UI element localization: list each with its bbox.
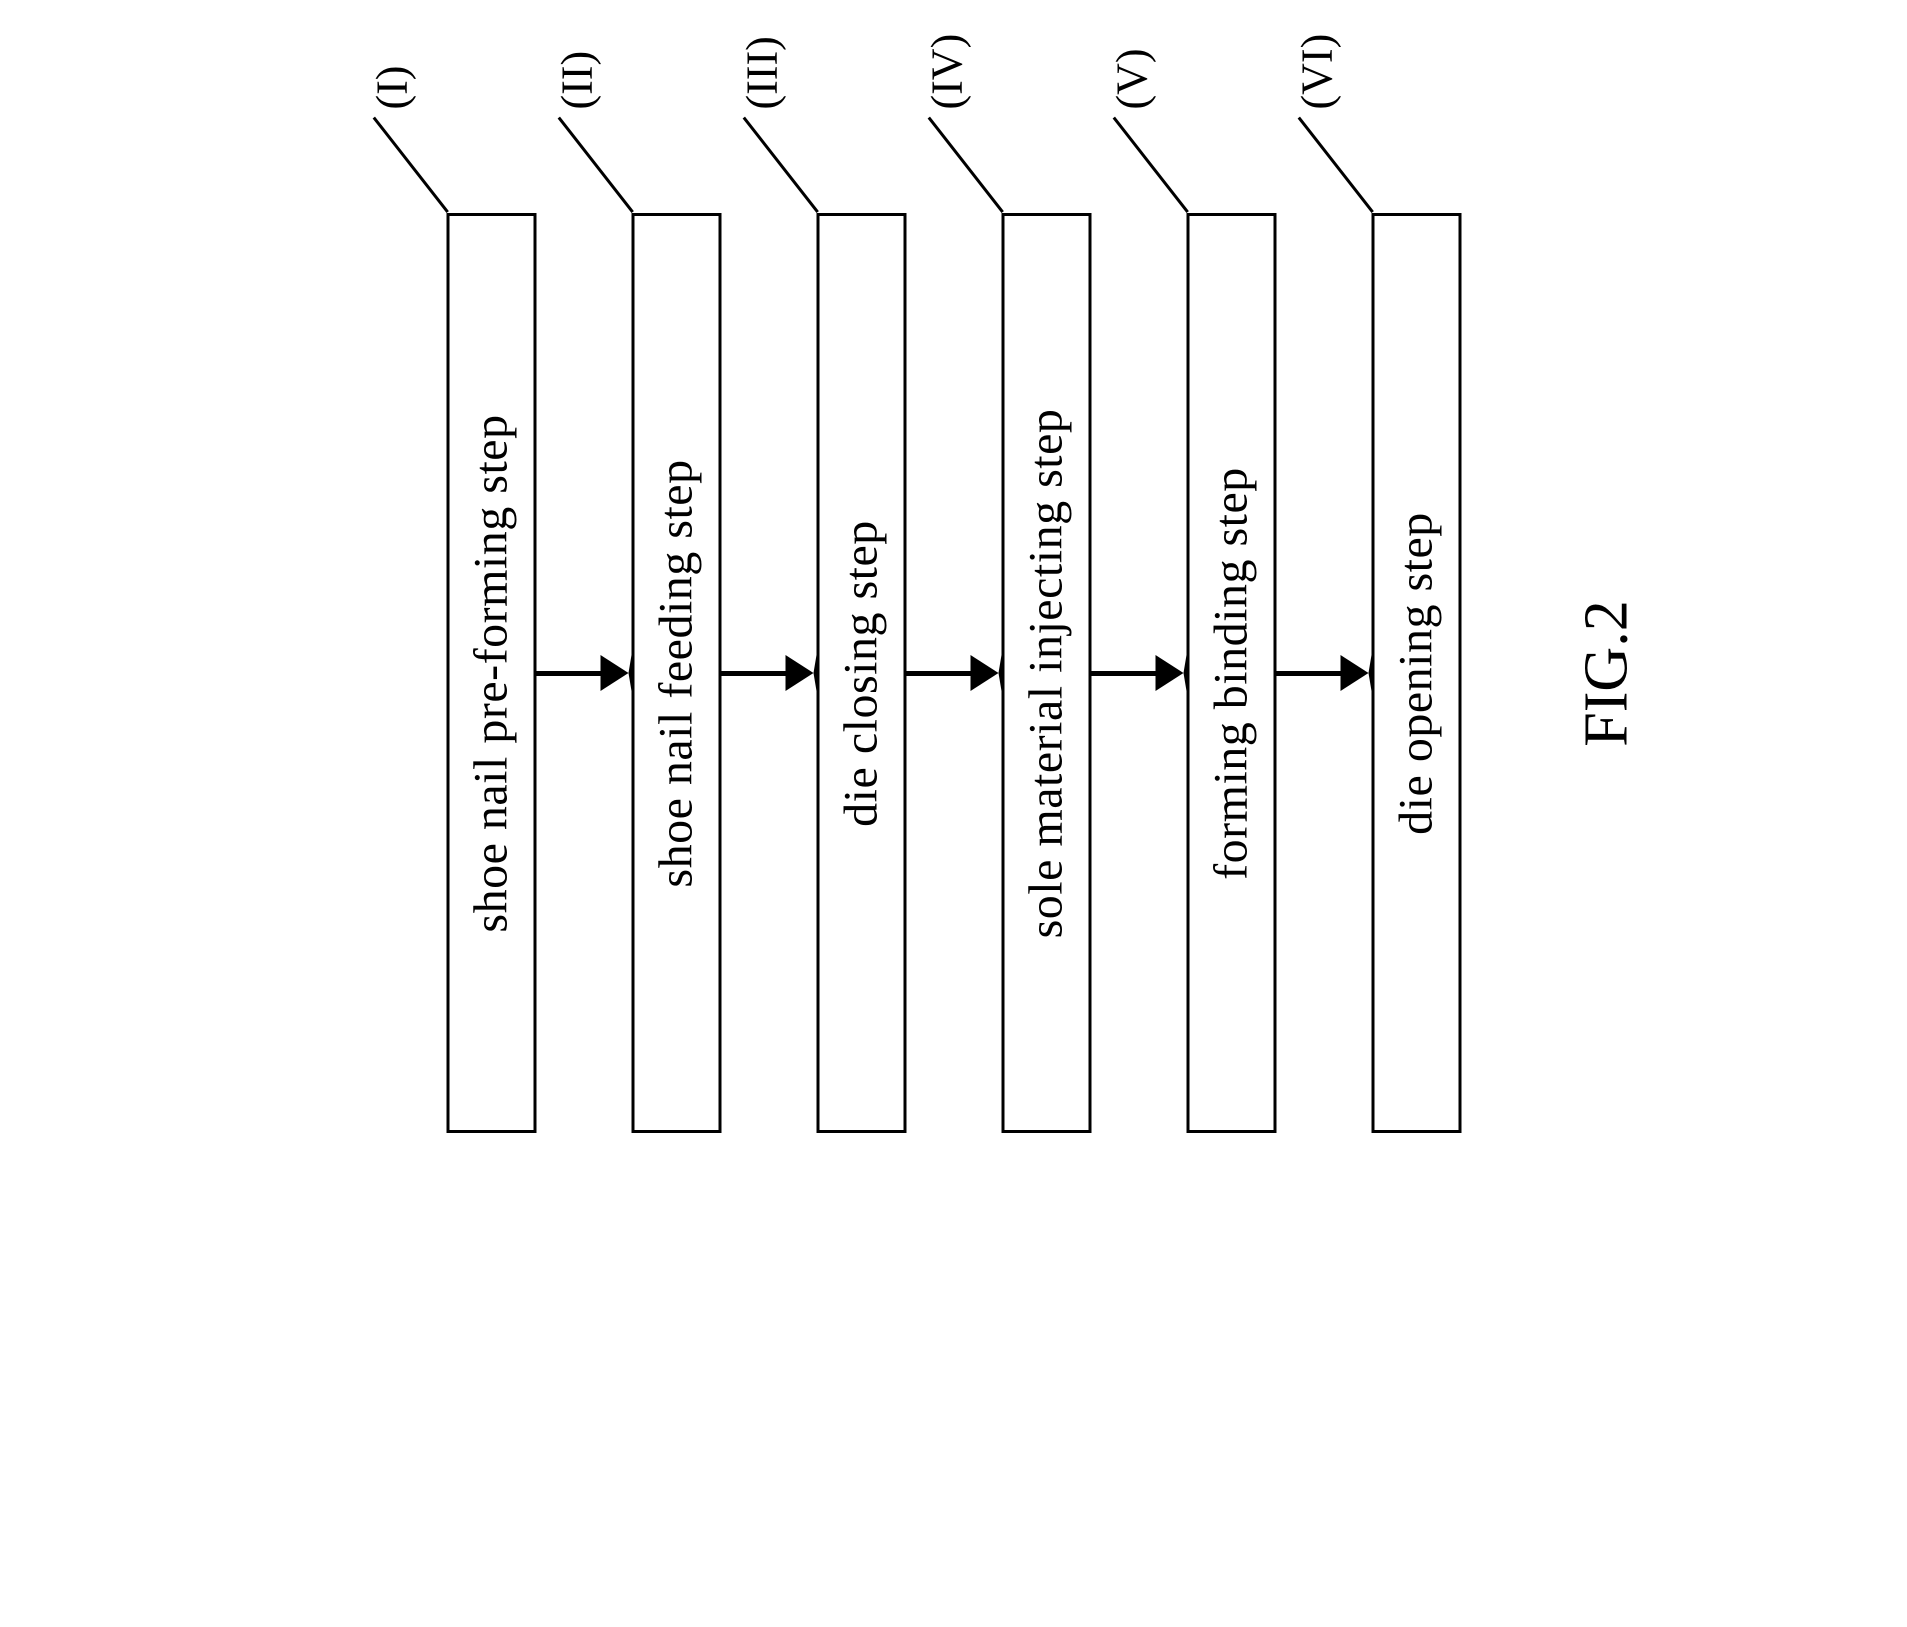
arrow-head-icon xyxy=(970,656,1001,692)
step-row: shoe nail pre-forming step(I) xyxy=(446,214,536,1134)
arrow-shaft xyxy=(721,671,791,676)
step-label: (I) xyxy=(366,66,417,110)
leader-line xyxy=(372,117,448,213)
leader-line xyxy=(1112,117,1188,213)
arrow-down xyxy=(536,656,631,692)
leader-line xyxy=(742,117,818,213)
arrow-down xyxy=(1276,656,1371,692)
step-row: forming binding step(V) xyxy=(1186,214,1276,1134)
step-label: (IV) xyxy=(921,34,972,110)
arrow-shaft xyxy=(1276,671,1346,676)
step-row: die opening step(VI) xyxy=(1371,214,1461,1134)
step-row: shoe nail feeding step(II) xyxy=(631,214,721,1134)
step-label: (III) xyxy=(736,36,787,109)
leader-line xyxy=(557,117,633,213)
arrow-head-icon xyxy=(785,656,816,692)
arrow-head-icon xyxy=(1340,656,1371,692)
flowchart-diagram: shoe nail pre-forming step(I)shoe nail f… xyxy=(280,0,1627,1627)
arrow-down xyxy=(1091,656,1186,692)
step-box: forming binding step xyxy=(1186,214,1276,1134)
arrow-shaft xyxy=(906,671,976,676)
arrow-shaft xyxy=(1091,671,1161,676)
arrow-head-icon xyxy=(600,656,631,692)
arrow-head-icon xyxy=(1155,656,1186,692)
leader-line xyxy=(927,117,1003,213)
flowchart-column: shoe nail pre-forming step(I) shoe nail f… xyxy=(446,214,1461,1134)
step-box: shoe nail pre-forming step xyxy=(446,214,536,1134)
step-box: die closing step xyxy=(816,214,906,1134)
step-box: die opening step xyxy=(1371,214,1461,1134)
arrow-shaft xyxy=(536,671,606,676)
step-row: sole material injecting step(IV) xyxy=(1001,214,1091,1134)
arrow-down xyxy=(906,656,1001,692)
step-row: die closing step(III) xyxy=(816,214,906,1134)
step-box: shoe nail feeding step xyxy=(631,214,721,1134)
step-label: (VI) xyxy=(1291,34,1342,110)
step-label: (V) xyxy=(1106,48,1157,109)
step-label: (II) xyxy=(551,51,602,110)
step-box: sole material injecting step xyxy=(1001,214,1091,1134)
arrow-down xyxy=(721,656,816,692)
leader-line xyxy=(1297,117,1373,213)
figure-caption: FIG.2 xyxy=(1571,600,1642,746)
